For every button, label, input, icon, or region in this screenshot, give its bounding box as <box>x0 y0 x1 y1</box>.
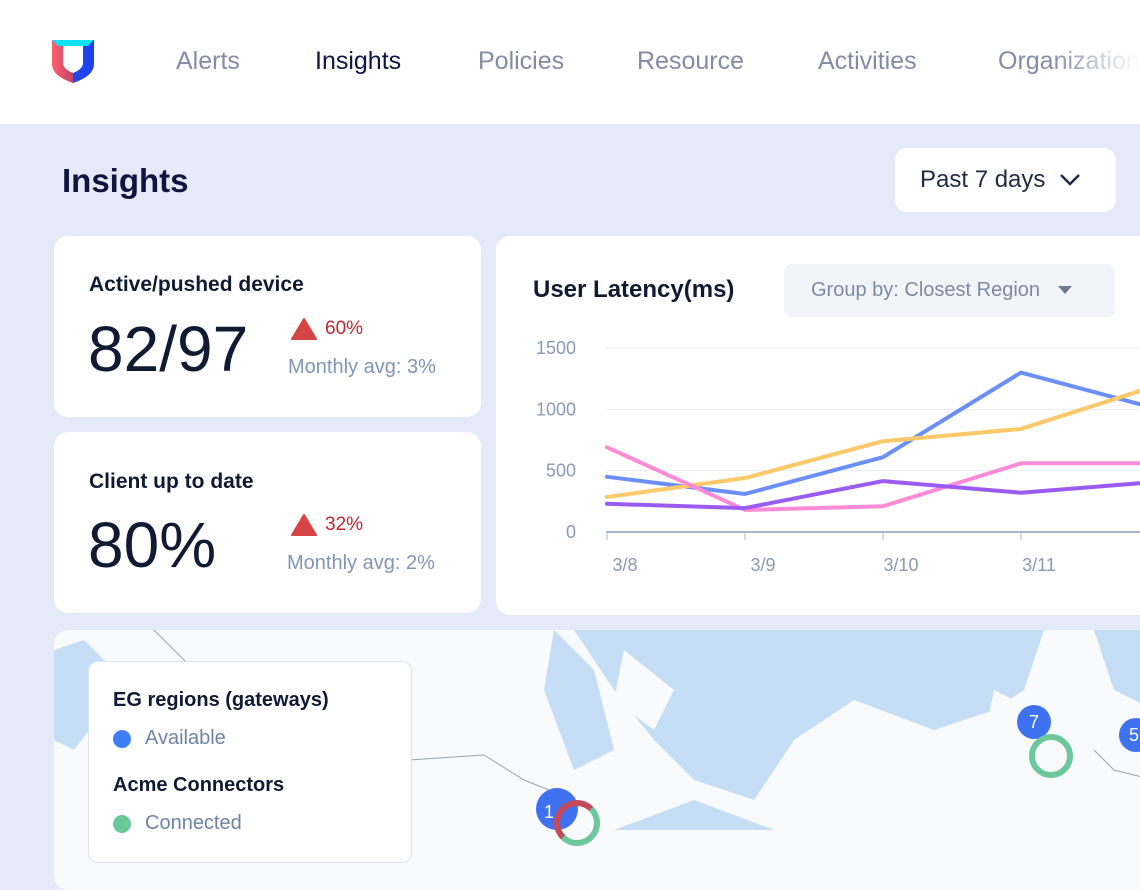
delta-value: 32% <box>325 514 364 535</box>
nav-resource[interactable]: Resource <box>637 47 744 75</box>
active-devices-card: Active/pushed device 82/97 60% Monthly a… <box>54 236 481 417</box>
client-up-to-date-card: Client up to date 80% 32% Monthly avg: 2… <box>54 432 481 613</box>
monthly-avg: Monthly avg: 3% <box>288 356 436 378</box>
date-range-label: Past 7 days <box>920 166 1046 193</box>
delta-badge: 60% <box>291 318 363 340</box>
card-title: Client up to date <box>89 470 254 493</box>
cluster-count: 5 <box>1129 724 1140 745</box>
nav-alerts[interactable]: Alerts <box>176 47 240 75</box>
series-line-3 <box>605 479 1140 511</box>
y-tick-label: 1500 <box>536 338 576 358</box>
nav-activities[interactable]: Activities <box>818 47 917 75</box>
user-latency-card: User Latency(ms) Group by: Closest Regio… <box>496 236 1140 615</box>
x-tick-label: 3/11 <box>1022 555 1056 575</box>
map-cluster-marker[interactable]: 7 <box>1017 705 1051 739</box>
connector-ring-marker[interactable] <box>1029 734 1073 778</box>
delta-badge: 32% <box>291 514 363 536</box>
date-range-dropdown[interactable]: Past 7 days <box>895 148 1116 212</box>
available-dot-icon <box>113 729 131 748</box>
caret-down-icon <box>1058 286 1073 294</box>
legend-connected: Connected <box>113 812 242 835</box>
legend-connectors-title: Acme Connectors <box>113 774 285 796</box>
nav-policies[interactable]: Policies <box>478 47 565 75</box>
chevron-down-icon <box>1060 174 1081 186</box>
y-tick-label: 0 <box>566 522 576 542</box>
connected-dot-icon <box>113 814 131 833</box>
triangle-up-icon <box>291 318 317 340</box>
card-value: 80% <box>88 509 217 581</box>
map-legend: EG regions (gateways) Available Acme Con… <box>88 661 412 863</box>
x-tick-label: 3/9 <box>750 555 775 575</box>
nav-fade <box>1050 40 1140 90</box>
legend-label: Available <box>145 727 226 749</box>
series-line-0 <box>605 370 1140 496</box>
monthly-avg: Monthly avg: 2% <box>287 552 435 574</box>
nav-insights[interactable]: Insights <box>315 47 402 75</box>
y-tick-label: 1000 <box>536 399 576 419</box>
cluster-count: 7 <box>1028 711 1039 732</box>
x-tick-label: 3/10 <box>883 555 918 575</box>
shield-logo-icon[interactable] <box>52 38 96 84</box>
group-by-label: Group by: Closest Region <box>811 279 1041 301</box>
connector-ring-marker[interactable] <box>554 800 600 846</box>
legend-label: Connected <box>145 812 242 834</box>
page-title: Insights <box>62 162 189 199</box>
series-line-2 <box>605 445 1140 512</box>
x-tick-label: 3/8 <box>612 555 637 575</box>
triangle-up-icon <box>291 514 317 536</box>
cluster-count: 1 <box>544 802 555 822</box>
map-cluster-marker[interactable]: 5 <box>1119 718 1140 752</box>
legend-available: Available <box>113 727 226 750</box>
y-tick-label: 500 <box>546 461 576 481</box>
top-navbar: Alerts Insights Policies Resource Activi… <box>0 0 1140 124</box>
delta-value: 60% <box>325 318 364 339</box>
card-title: Active/pushed device <box>89 273 304 296</box>
card-value: 82/97 <box>88 313 249 385</box>
chart-title: User Latency(ms) <box>533 276 735 303</box>
group-by-dropdown[interactable]: Group by: Closest Region <box>784 264 1115 317</box>
legend-gateways-title: EG regions (gateways) <box>113 689 329 711</box>
latency-chart: 0 500 1000 1500 3/8 3/9 3/10 3/11 <box>536 338 1140 575</box>
series-line-1 <box>605 388 1140 500</box>
